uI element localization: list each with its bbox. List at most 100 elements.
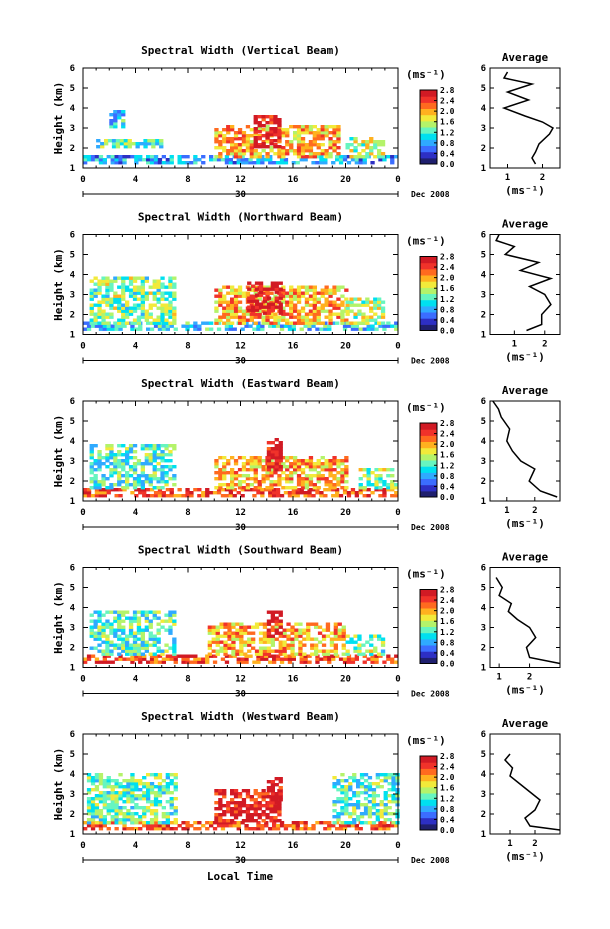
heatmap-cell xyxy=(223,652,228,656)
heatmap-cell xyxy=(152,486,157,490)
heatmap-cell xyxy=(214,801,219,805)
heatmap-cell xyxy=(121,628,126,632)
heatmap-cell xyxy=(93,625,98,629)
heatmap-cell xyxy=(119,142,125,146)
heatmap-cell xyxy=(340,285,345,289)
heatmap-cell xyxy=(350,324,356,328)
heatmap-cell xyxy=(324,128,329,132)
heatmap-cell xyxy=(148,625,153,629)
heatmap-cell xyxy=(345,652,350,656)
x-tick-label: 8 xyxy=(185,508,190,518)
heatmap-cell xyxy=(230,146,235,150)
heatmap-cell xyxy=(159,145,164,149)
heatmap-cell xyxy=(378,324,383,328)
heatmap-cell xyxy=(245,291,251,295)
heatmap-cell xyxy=(134,788,139,792)
heatmap-cell xyxy=(226,807,231,811)
heatmap-cell xyxy=(253,155,258,159)
heatmap-cell xyxy=(314,646,319,650)
heatmap-cell xyxy=(269,149,274,153)
heatmap-cell xyxy=(383,797,388,801)
heatmap-cell xyxy=(222,468,227,472)
heatmap-cell xyxy=(336,818,341,822)
heatmap-cell xyxy=(128,450,134,454)
heatmap-cell xyxy=(306,637,311,641)
heatmap-cell xyxy=(283,824,289,828)
heatmap-cell xyxy=(375,809,380,813)
heatmap-cell xyxy=(265,121,270,125)
heatmap-cell xyxy=(168,294,173,298)
heatmap-cell xyxy=(153,660,159,664)
average-y-tick-label: 4 xyxy=(481,104,487,114)
heatmap-cell xyxy=(121,637,126,641)
average-x-tick-label: 1 xyxy=(507,839,512,849)
heatmap-cell xyxy=(169,773,174,777)
heatmap-cell xyxy=(281,146,286,150)
heatmap-cell xyxy=(130,797,135,801)
heatmap-cell xyxy=(316,309,321,313)
heatmap-cell xyxy=(370,660,375,664)
heatmap-cell xyxy=(105,652,110,656)
heatmap-cell xyxy=(291,488,296,492)
heatmap-cell xyxy=(341,643,346,647)
heatmap-cell xyxy=(353,146,358,150)
average-y-tick-label: 6 xyxy=(481,64,486,74)
heatmap-cell xyxy=(216,491,222,495)
heatmap-cell xyxy=(114,782,119,786)
heatmap-cell xyxy=(361,140,366,144)
heatmap-cell xyxy=(247,640,252,644)
heatmap-cell xyxy=(265,140,270,144)
heatmap-cell xyxy=(340,809,345,813)
heatmap-cell xyxy=(144,291,149,295)
heatmap-cell xyxy=(260,657,265,661)
heatmap-cell xyxy=(302,631,307,635)
heatmap-cell xyxy=(209,321,214,325)
heatmap-cell xyxy=(321,652,327,656)
heatmap-cell xyxy=(89,318,94,322)
heatmap-cell xyxy=(235,631,240,635)
heatmap-cell xyxy=(303,654,308,658)
heatmap-cell xyxy=(122,824,127,828)
heatmap-cell xyxy=(270,798,275,802)
heatmap-cell xyxy=(134,158,139,162)
heatmap-cell xyxy=(304,288,310,292)
heatmap-cell xyxy=(369,315,374,319)
heatmap-cell xyxy=(272,494,277,498)
heatmap-cell xyxy=(181,660,186,664)
heatmap-cell xyxy=(285,480,290,484)
heatmap-cell xyxy=(344,821,349,825)
y-tick-label: 3 xyxy=(70,790,75,800)
heatmap-cell xyxy=(172,622,177,626)
heatmap-cell xyxy=(317,649,323,653)
heatmap-cell xyxy=(307,660,312,664)
heatmap-cell xyxy=(340,468,345,472)
heatmap-cell xyxy=(370,324,375,328)
heatmap-cell xyxy=(121,631,126,635)
heatmap-cell xyxy=(218,152,223,156)
heatmap-cell xyxy=(249,146,254,150)
heatmap-cells xyxy=(83,438,399,498)
heatmap-cell xyxy=(132,646,138,650)
heatmap-cell xyxy=(146,800,151,804)
heatmap-cell xyxy=(245,285,251,289)
heatmap-cell xyxy=(207,628,212,632)
heatmap-cell xyxy=(93,315,98,319)
heatmap-cell xyxy=(272,161,277,165)
heatmap-cell xyxy=(134,803,139,807)
heatmap-cell xyxy=(289,300,294,304)
heatmap-cell xyxy=(277,810,282,814)
heatmap-cell xyxy=(274,625,279,629)
heatmap-cell xyxy=(320,143,325,147)
heatmap-cell xyxy=(308,152,314,156)
heatmap-cell xyxy=(333,637,338,641)
colorbar-swatch xyxy=(420,657,437,664)
heatmap-cell xyxy=(105,459,110,463)
heatmap-cell xyxy=(218,477,223,481)
heatmap-cell xyxy=(207,640,212,644)
colorbar-unit: (ms⁻¹) xyxy=(406,68,446,81)
heatmap-cell xyxy=(207,646,212,650)
heatmap-cell xyxy=(249,294,254,298)
heatmap-cell xyxy=(369,306,374,310)
heatmap-cell xyxy=(218,486,223,490)
heatmap-cell xyxy=(312,462,317,466)
